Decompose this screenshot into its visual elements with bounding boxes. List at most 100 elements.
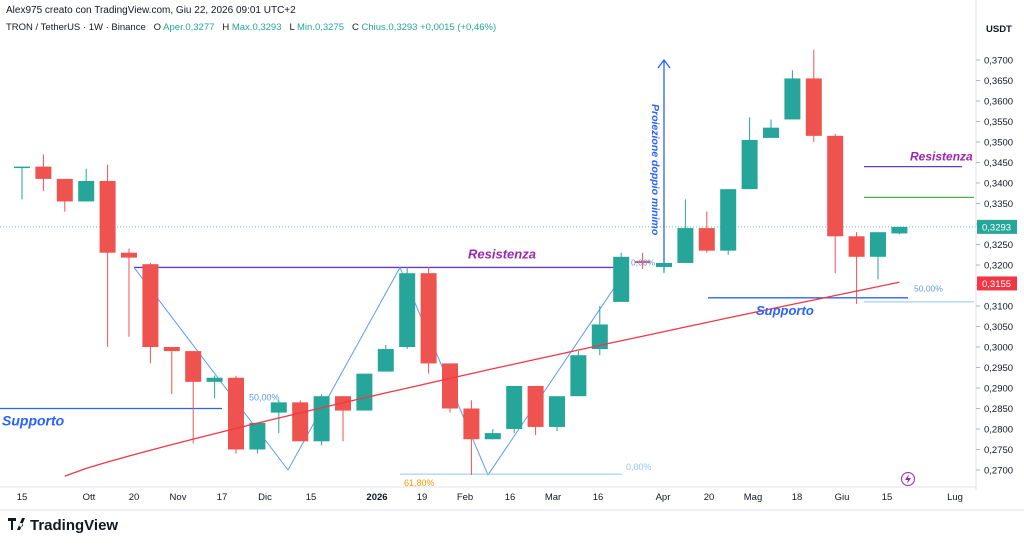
candle[interactable]: [313, 394, 330, 446]
candle-body[interactable]: [656, 262, 672, 268]
x-tick-label: 2026: [366, 492, 387, 503]
candle-body[interactable]: [206, 377, 223, 382]
candle-body[interactable]: [185, 351, 202, 382]
candle-body[interactable]: [442, 363, 458, 409]
annotations-back: [0, 58, 974, 476]
candle-body[interactable]: [78, 180, 95, 202]
candle-body[interactable]: [570, 355, 587, 397]
candle-body[interactable]: [313, 396, 330, 442]
candle[interactable]: [570, 351, 587, 397]
candle-body[interactable]: [527, 385, 544, 427]
candle[interactable]: [56, 178, 73, 212]
candle[interactable]: [228, 375, 244, 454]
candle-body[interactable]: [784, 78, 801, 120]
candle[interactable]: [677, 199, 694, 263]
candle[interactable]: [891, 226, 908, 235]
candle-body[interactable]: [506, 385, 523, 429]
candle[interactable]: [591, 306, 608, 356]
candle[interactable]: [185, 351, 202, 444]
candle[interactable]: [14, 166, 30, 200]
candle-body[interactable]: [270, 402, 287, 413]
candle[interactable]: [506, 385, 523, 434]
x-tick-label: Giu: [835, 492, 850, 503]
candle-body[interactable]: [484, 433, 501, 440]
x-tick-label: Mar: [545, 492, 561, 503]
candle-body[interactable]: [228, 377, 244, 450]
candle[interactable]: [634, 252, 651, 270]
tradingview-logo[interactable]: TradingView: [8, 517, 118, 534]
symbol-label[interactable]: TRON / TetherUS · 1W · Binance: [6, 22, 146, 33]
candle-body[interactable]: [14, 166, 30, 169]
candle[interactable]: [870, 232, 886, 280]
candle[interactable]: [656, 262, 672, 274]
candle[interactable]: [463, 400, 480, 475]
candle-body[interactable]: [741, 139, 758, 190]
candle[interactable]: [527, 385, 544, 436]
candle[interactable]: [206, 375, 223, 399]
candle[interactable]: [292, 400, 309, 442]
tradingview-logo-text: TradingView: [30, 517, 119, 534]
candle[interactable]: [270, 400, 287, 434]
candle[interactable]: [142, 262, 159, 364]
candle-body[interactable]: [399, 273, 416, 347]
candle-body[interactable]: [292, 402, 309, 442]
candle-body[interactable]: [827, 135, 844, 237]
candle[interactable]: [249, 422, 266, 454]
candle[interactable]: [805, 49, 822, 142]
candle-body[interactable]: [121, 252, 137, 258]
y-tick-label: 0,3700: [984, 56, 1013, 67]
candle-body[interactable]: [634, 260, 651, 263]
candle[interactable]: [442, 363, 458, 413]
candle[interactable]: [78, 168, 95, 202]
candle-body[interactable]: [698, 228, 715, 251]
candle-body[interactable]: [677, 228, 694, 263]
candle-body[interactable]: [891, 226, 908, 234]
candle-body[interactable]: [463, 408, 480, 440]
candle-body[interactable]: [805, 78, 822, 136]
candle-body[interactable]: [249, 422, 266, 450]
candle-body[interactable]: [549, 396, 565, 427]
candle[interactable]: [549, 396, 565, 432]
candle-body[interactable]: [377, 349, 394, 372]
candle-body[interactable]: [35, 166, 52, 179]
candle[interactable]: [741, 117, 758, 190]
open-value: Aper.0,3277: [163, 22, 215, 33]
candle[interactable]: [99, 164, 116, 347]
candle-body[interactable]: [591, 324, 608, 350]
candle-body[interactable]: [420, 273, 437, 364]
candle[interactable]: [420, 267, 437, 374]
fib-50-right-label: 50,00%: [914, 284, 943, 294]
candle[interactable]: [163, 347, 180, 395]
lightning-icon[interactable]: [901, 472, 915, 486]
tradingview-logo-icon: [8, 517, 30, 534]
candle[interactable]: [698, 211, 715, 253]
candle[interactable]: [35, 154, 52, 192]
candle[interactable]: [720, 189, 737, 255]
candle[interactable]: [763, 119, 779, 138]
candle[interactable]: [613, 252, 630, 302]
candle[interactable]: [484, 429, 501, 440]
y-tick-label: 0,3000: [984, 343, 1013, 354]
x-tick-label: 15: [17, 492, 28, 503]
candle-body[interactable]: [99, 180, 116, 253]
candle-body[interactable]: [870, 232, 886, 257]
candle[interactable]: [784, 70, 801, 120]
candle[interactable]: [121, 248, 137, 337]
candle-body[interactable]: [763, 127, 779, 138]
candle-body[interactable]: [356, 373, 373, 411]
candle-body[interactable]: [613, 256, 630, 302]
candle[interactable]: [356, 373, 373, 411]
candle-body[interactable]: [56, 178, 73, 202]
candle[interactable]: [848, 232, 865, 304]
candle-body[interactable]: [163, 347, 180, 352]
candle[interactable]: [399, 267, 416, 350]
candle[interactable]: [827, 133, 844, 274]
candle[interactable]: [377, 344, 394, 372]
candle-body[interactable]: [142, 264, 159, 347]
annotations-front: Supporto Resistenza 50,00% 61,80% 0,00% Proie…: [2, 104, 973, 488]
candle-body[interactable]: [720, 189, 737, 251]
candle-body[interactable]: [848, 236, 865, 257]
projection-arrow-head: [657, 58, 671, 69]
y-tick-label: 0,2900: [984, 384, 1013, 395]
